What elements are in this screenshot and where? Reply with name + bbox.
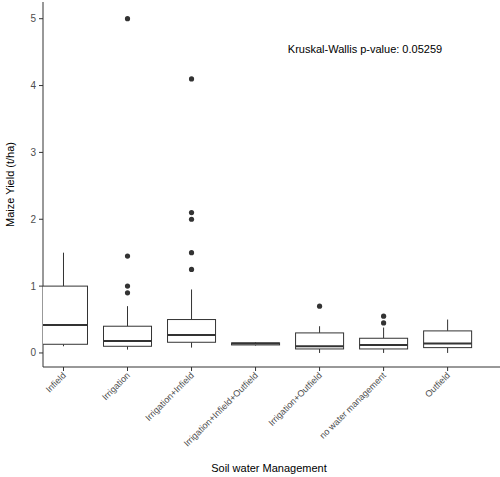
x-tick — [319, 367, 320, 371]
lower-whisker — [191, 342, 192, 347]
box-group — [168, 76, 216, 347]
box-group — [232, 342, 280, 345]
x-tick-label: Irrigation — [100, 370, 132, 402]
x-tick — [447, 367, 448, 371]
x-tick-label: Infield — [44, 370, 68, 394]
upper-whisker — [319, 326, 320, 333]
outlier — [125, 284, 130, 289]
box-group — [43, 253, 87, 347]
upper-whisker — [447, 320, 448, 331]
x-tick-label: Outfield — [423, 370, 452, 399]
x-axis-line — [43, 367, 500, 368]
y-tick — [39, 85, 43, 86]
lower-whisker — [447, 348, 448, 353]
outlier — [189, 76, 194, 81]
outlier — [381, 320, 386, 325]
x-tick-label: Irrigation+Outfield — [267, 370, 324, 427]
outlier — [125, 253, 130, 258]
x-tick — [63, 367, 64, 371]
y-tick-label: 2 — [30, 214, 36, 225]
box — [296, 333, 344, 349]
x-axis-title: Soil water Management — [211, 462, 327, 474]
x-tick — [191, 367, 192, 371]
outlier — [189, 250, 194, 255]
y-tick-label: 0 — [30, 347, 36, 358]
y-tick — [39, 152, 43, 153]
median — [43, 324, 87, 326]
upper-whisker — [63, 253, 64, 286]
chart: 0 1 2 3 4 5 Infield Irrigation Irrigation+Infiel… — [0, 0, 500, 477]
boxes — [43, 16, 472, 353]
outlier — [317, 304, 322, 309]
box-group — [360, 314, 408, 353]
y-tick — [39, 286, 43, 287]
y-tick-label: 5 — [30, 13, 36, 24]
x-tick-label: Irrigation+Infield — [143, 370, 196, 423]
y-axis-title: Maize Yield (t/ha) — [4, 142, 16, 227]
outlier — [125, 290, 130, 295]
box — [360, 338, 408, 349]
box — [43, 286, 87, 344]
upper-whisker — [191, 289, 192, 319]
box-group — [104, 16, 152, 350]
x-tick — [383, 367, 384, 371]
outlier — [189, 210, 194, 215]
y-tick-label: 4 — [30, 80, 36, 91]
median — [360, 344, 408, 346]
median — [232, 343, 280, 345]
box-group — [296, 304, 344, 353]
x-tick-label: no water management — [318, 370, 389, 441]
box — [104, 326, 152, 346]
lower-whisker — [127, 346, 128, 349]
median — [104, 340, 152, 342]
box — [168, 320, 216, 343]
x-tick — [127, 367, 128, 371]
outlier — [189, 217, 194, 222]
y-tick-label: 1 — [30, 281, 36, 292]
upper-whisker — [127, 306, 128, 326]
x-tick — [255, 367, 256, 371]
annotation: Kruskal-Wallis p-value: 0.05259 — [288, 43, 442, 55]
box — [232, 343, 280, 345]
median — [424, 343, 472, 345]
lower-whisker — [383, 349, 384, 353]
median — [168, 334, 216, 336]
upper-whisker — [383, 328, 384, 339]
y-tick-label: 3 — [30, 147, 36, 158]
median — [296, 345, 344, 347]
outlier — [125, 16, 130, 21]
y-tick — [39, 219, 43, 220]
box — [424, 331, 472, 348]
outlier — [189, 267, 194, 272]
y-tick — [39, 352, 43, 353]
y-tick — [39, 18, 43, 19]
lower-whisker — [319, 349, 320, 353]
box-group — [424, 320, 472, 353]
outlier — [381, 314, 386, 319]
x-tick-label: Irrigation+Infield+Outfield — [182, 370, 260, 448]
